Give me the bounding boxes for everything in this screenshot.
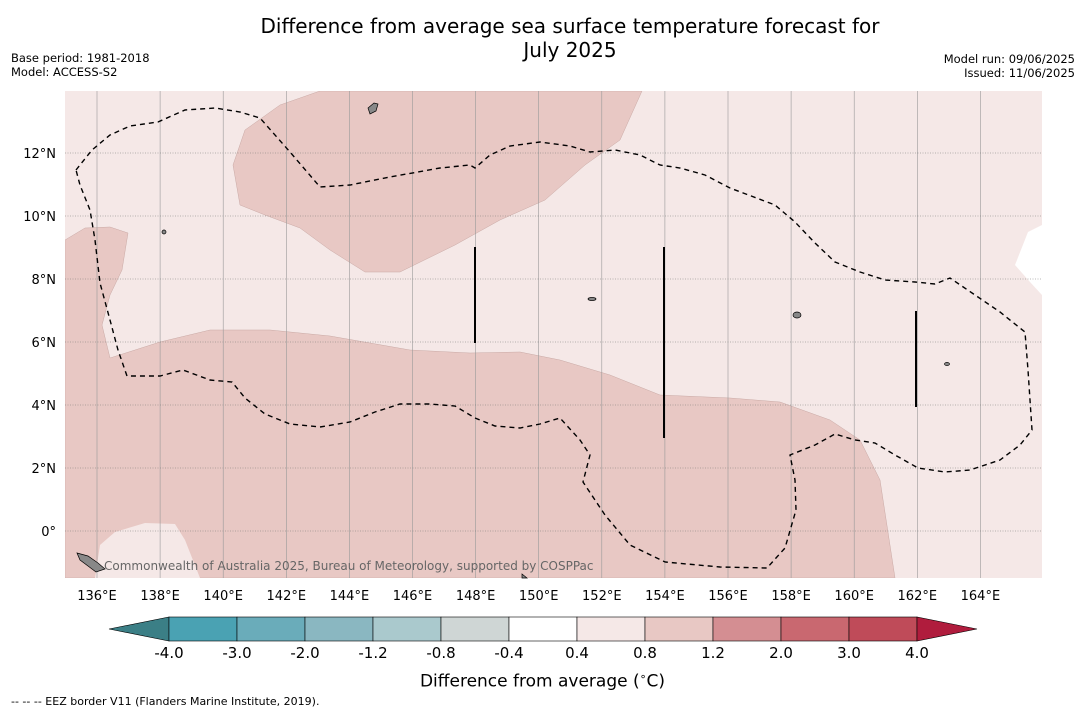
longitude-tick-label: 164°E: [961, 589, 1001, 604]
longitude-tick-label: 148°E: [456, 589, 496, 604]
model-name: Model: ACCESS-S2: [11, 65, 118, 79]
island-center: [587, 297, 597, 301]
longitude-tick-label: 136°E: [77, 589, 117, 604]
longitude-tick-label: 146°E: [393, 589, 433, 604]
colorbar-extend-high: [916, 616, 978, 642]
island-north: [367, 102, 379, 115]
colorbar-extend-low: [108, 616, 170, 642]
island-west: [161, 229, 167, 235]
longitude-tick-label: 144°E: [330, 589, 370, 604]
warm-region-north: [232, 91, 643, 273]
longitude-tick-label: 160°E: [834, 589, 874, 604]
title-line-1: Difference from average sea surface temp…: [260, 14, 880, 38]
model-run: Model run: 09/06/2025: [943, 52, 1075, 66]
latitude-tick-label: 6°N: [32, 336, 57, 351]
island-southeast: [944, 362, 950, 366]
latitude-tick-label: 2°N: [32, 462, 57, 477]
longitude-tick-label: 158°E: [771, 589, 811, 604]
colorbar-segment: [440, 616, 510, 642]
longitude-tick-label: 140°E: [203, 589, 243, 604]
longitude-tick-label: 152°E: [582, 589, 622, 604]
colorbar-tick-label: 0.4: [565, 644, 589, 662]
colorbar-tick-label: -0.8: [426, 644, 456, 662]
colorbar-tick-label: -1.2: [358, 644, 388, 662]
island-east: [792, 311, 802, 319]
colorbar-segment: [848, 616, 918, 642]
colorbar-tick-label: -4.0: [154, 644, 184, 662]
longitude-tick-label: 138°E: [140, 589, 180, 604]
colorbar-segment: [508, 616, 578, 642]
colorbar-segment: [712, 616, 782, 642]
longitude-tick-label: 162°E: [898, 589, 938, 604]
issued-date: Issued: 11/06/2025: [964, 66, 1075, 80]
colorbar-tick-label: 4.0: [905, 644, 929, 662]
base-period: Base period: 1981-2018: [11, 51, 150, 65]
colorbar-segment: [780, 616, 850, 642]
colorbar-title: Difference from average (∘C): [419, 670, 666, 692]
island-south: [521, 573, 528, 579]
colorbar-tick-label: 0.8: [633, 644, 657, 662]
longitude-tick-label: 156°E: [708, 589, 748, 604]
colorbar-tick-label: -2.0: [290, 644, 320, 662]
colorbar-segment: [236, 616, 306, 642]
colorbar: [108, 616, 978, 642]
pale-region-southwest: [95, 523, 200, 578]
warm-region-south: [65, 226, 896, 578]
latitude-tick-label: 10°N: [23, 210, 56, 225]
latitude-tick-label: 12°N: [23, 147, 56, 162]
colorbar-tick-label: 2.0: [769, 644, 793, 662]
latitude-tick-label: 8°N: [32, 273, 57, 288]
eez-border: [75, 107, 1033, 569]
colorbar-tick-label: -0.4: [494, 644, 524, 662]
latitude-tick-label: 4°N: [32, 399, 57, 414]
islands: [76, 102, 950, 579]
colorbar-tick-label: -3.0: [222, 644, 252, 662]
graticule: [65, 91, 1042, 578]
footnote: -- -- -- EEZ border V11 (Flanders Marine…: [11, 695, 320, 708]
island-southwest: [76, 552, 106, 573]
longitude-tick-label: 150°E: [519, 589, 559, 604]
longitude-tick-label: 154°E: [645, 589, 685, 604]
copyright-text: Commonwealth of Australia 2025, Bureau o…: [104, 559, 594, 573]
longitude-tick-label: 142°E: [267, 589, 307, 604]
colorbar-segment: [644, 616, 714, 642]
meta-left: Base period: 1981-2018 Model: ACCESS-S2: [11, 51, 150, 79]
axis-labels: 136°E 138°E 140°E 142°E 144°E 146°E 148°E 150°E…: [23, 147, 1000, 604]
colorbar-segment: [168, 616, 238, 642]
title-line-2: July 2025: [523, 38, 617, 62]
meta-right: Model run: 09/06/2025 Issued: 11/06/2025: [944, 52, 1075, 80]
colorbar-segment: [372, 616, 442, 642]
colorbar-tick-label: 3.0: [837, 644, 861, 662]
colorbar-tick-label: 1.2: [701, 644, 725, 662]
latitude-tick-label: 0°: [41, 525, 56, 540]
neutral-patch-east: [1015, 225, 1042, 295]
colorbar-segment: [304, 616, 374, 642]
map-title: Difference from average sea surface temp…: [170, 14, 970, 62]
colorbar-segment: [576, 616, 646, 642]
